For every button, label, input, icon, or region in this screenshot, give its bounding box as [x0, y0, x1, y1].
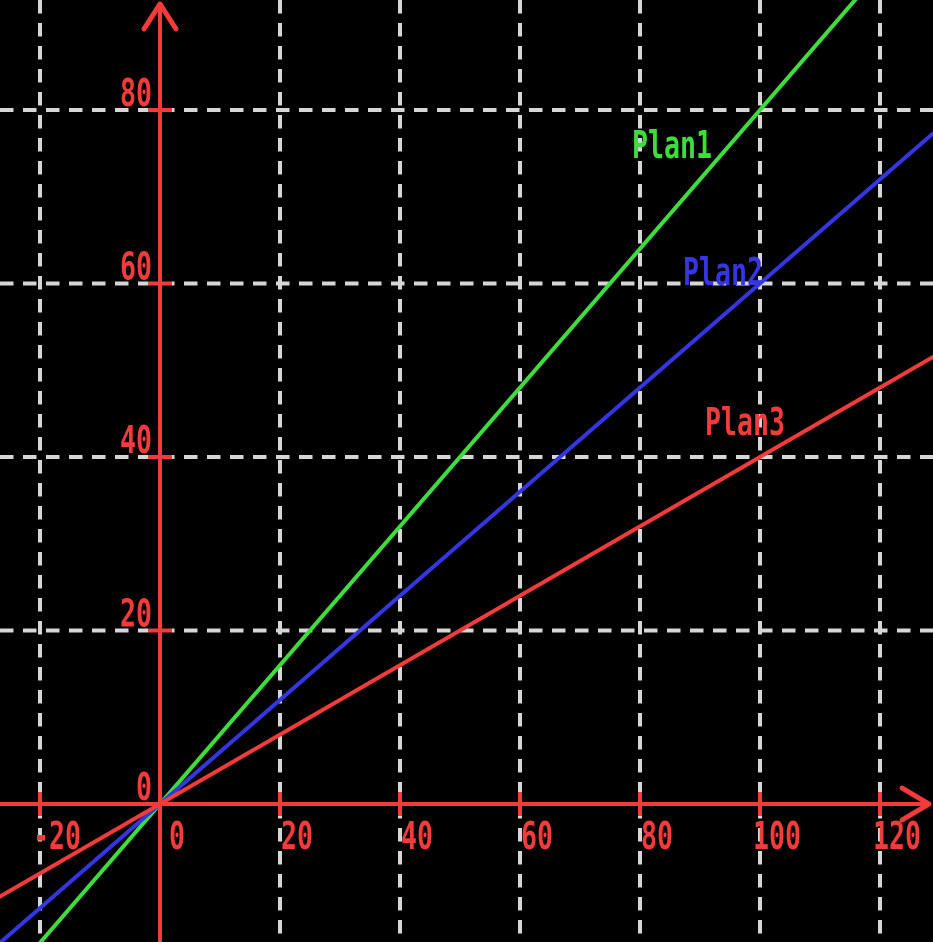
- series-label-plan3: Plan3: [705, 400, 785, 444]
- x-tick-label: 20: [281, 814, 313, 858]
- y-tick-label: 20: [120, 592, 152, 636]
- y-axis-arrow-icon: [141, 1, 179, 32]
- series-label-plan2: Plan2: [683, 250, 763, 294]
- y-tick-label: 60: [120, 245, 152, 289]
- series-labels: Plan1 Plan2 Plan3: [632, 123, 785, 444]
- x-axis-arrow-icon: [899, 785, 932, 823]
- x-tick-label: 80: [641, 814, 673, 858]
- x-tick-label: 40: [401, 814, 433, 858]
- x-tick-label: 100: [753, 814, 801, 858]
- series-label-plan1: Plan1: [632, 123, 712, 167]
- tick-labels: -20 0 20 40 60 80 100 120 0 20 40 60 80: [33, 71, 921, 858]
- x-tick-label: 60: [521, 814, 553, 858]
- x-tick-label: -20: [33, 814, 81, 858]
- y-tick-label: 0: [136, 765, 152, 809]
- x-tick-label: 120: [873, 814, 921, 858]
- gridlines-vertical: [38, 0, 882, 942]
- y-tick-label: 80: [120, 71, 152, 115]
- y-tick-label: 40: [120, 418, 152, 462]
- gridlines-horizontal: [0, 108, 933, 633]
- series-line-plan3: [0, 355, 933, 899]
- x-tick-label: 0: [169, 814, 185, 858]
